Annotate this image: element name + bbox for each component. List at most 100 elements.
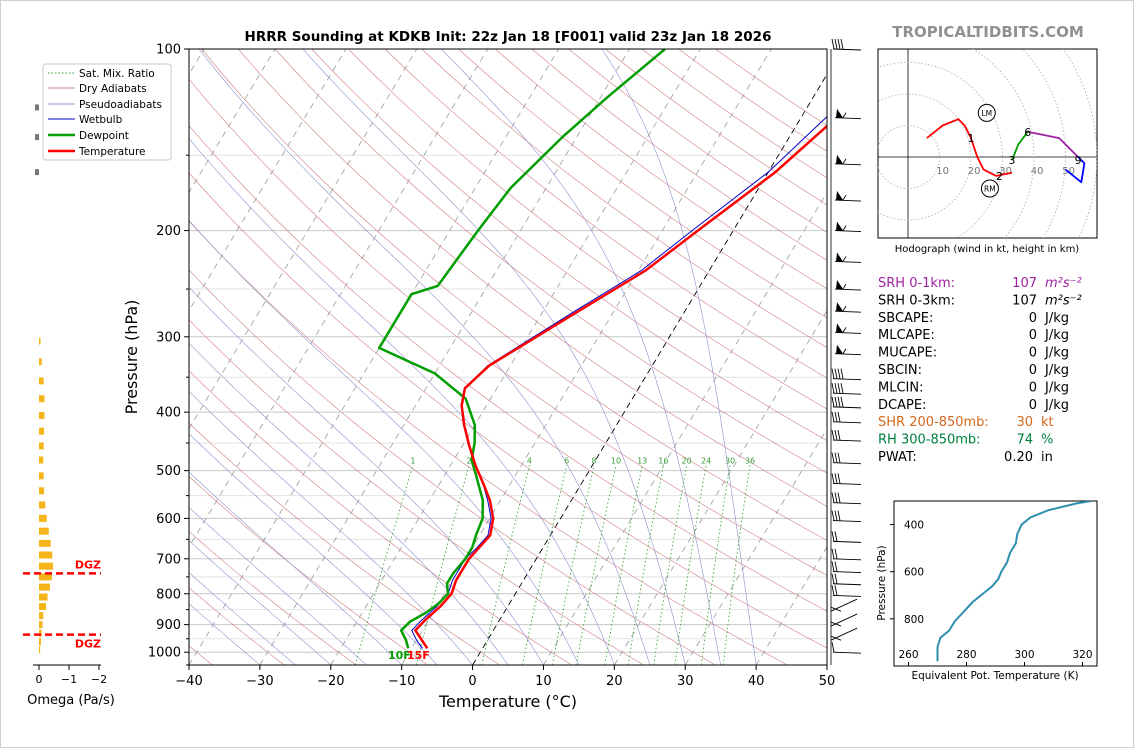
- isotherm: [401, 49, 772, 665]
- index-unit: kt: [1041, 415, 1054, 430]
- barb-feather: [834, 531, 838, 542]
- index-label: DCAPE:: [878, 398, 926, 413]
- omega-bar: [39, 551, 53, 559]
- index-label: SRH 0-3km:: [878, 293, 955, 308]
- chart-title: HRRR Sounding at KDKB Init: 22z Jan 18 […: [245, 29, 772, 45]
- y-tick-label: 600: [156, 512, 181, 527]
- omega-bar: [39, 487, 45, 495]
- barb-shaft: [832, 378, 862, 381]
- dry-adiabat: [189, 422, 500, 665]
- omega-bar: [39, 603, 47, 611]
- index-value: 0: [1029, 363, 1037, 378]
- pseudoadiabat: [441, 49, 722, 665]
- wind-barb: [831, 585, 862, 597]
- index-value: 0.20: [1004, 450, 1033, 465]
- omega-bar: [39, 629, 42, 637]
- dry-adiabat: [189, 172, 827, 649]
- omega-grey-mark: [35, 169, 39, 176]
- barb-feather: [830, 635, 842, 641]
- barb-flag: [836, 344, 843, 354]
- y-tick-label: 900: [156, 618, 181, 633]
- barb-shaft: [830, 598, 858, 612]
- wind-barb: [831, 411, 862, 424]
- theta-e-ylabel: Pressure (hPa): [876, 545, 888, 620]
- pseudoadiabat: [189, 540, 332, 665]
- mixing-ratio-label: 24: [701, 456, 711, 465]
- index-row: RH 300-850mb: 74%: [878, 433, 1053, 448]
- barb-feather: [837, 368, 841, 379]
- barb-feather: [837, 430, 841, 441]
- barb-feather: [842, 256, 847, 262]
- barb-shaft: [834, 163, 862, 166]
- pseudoadiabat: [189, 433, 438, 665]
- isotherm: [189, 49, 559, 665]
- barb-feather: [834, 585, 838, 596]
- theta-e-x-tick-label: 280: [956, 649, 976, 661]
- mixing-ratio-label: 36: [745, 456, 755, 465]
- omega-bar: [39, 539, 51, 547]
- barb-shaft: [832, 406, 862, 409]
- x-tick-label: 0: [468, 674, 476, 689]
- mixing-ratio-label: 6: [564, 456, 569, 465]
- mixing-ratio-line: [522, 465, 568, 665]
- barb-flag: [836, 221, 843, 231]
- barb-shaft: [834, 331, 862, 334]
- legend-mixing-ratio: Sat. Mix. Ratio: [79, 68, 155, 80]
- dry-adiabat: [189, 220, 788, 665]
- barb-shaft: [834, 117, 862, 120]
- x-tick-label: −20: [317, 674, 344, 689]
- dry-adiabat: [189, 587, 285, 665]
- wind-barb: [834, 280, 862, 291]
- omega-bar: [39, 472, 44, 480]
- barb-feather: [837, 452, 841, 463]
- wind-barb: [831, 561, 862, 574]
- pseudoadiabat: [189, 390, 473, 665]
- mixing-ratio-label: 30: [725, 456, 735, 465]
- barb-shaft: [834, 260, 862, 263]
- mixing-ratio-line: [354, 465, 414, 665]
- dry-adiabat: [421, 49, 827, 348]
- wind-barb: [831, 452, 862, 465]
- wind-barb: [831, 383, 862, 395]
- pseudoadiabat: [189, 286, 544, 665]
- index-row: DCAPE: 0 J/kg: [878, 398, 1069, 413]
- index-unit: J/kg: [1044, 328, 1069, 343]
- theta-e-profile: [936, 501, 1092, 662]
- theta-e-plot: [936, 501, 1092, 662]
- pseudoadiabat: [189, 342, 509, 665]
- barb-feather: [831, 561, 835, 572]
- isotherm: [189, 49, 276, 194]
- barb-feather: [834, 396, 838, 407]
- barb-feather: [834, 368, 838, 379]
- barb-shaft: [832, 482, 862, 485]
- barb-feather: [834, 473, 838, 484]
- hodo-ring: [1022, 49, 1066, 238]
- index-value: 0: [1029, 328, 1037, 343]
- wind-barb: [831, 38, 862, 51]
- isotherm: [189, 49, 347, 312]
- index-row: SRH 0-1km: 107 m²s⁻²: [878, 276, 1082, 291]
- hodo-ring: [972, 49, 1035, 238]
- x-tick-label: 30: [677, 674, 694, 689]
- hodo-height-label: 2: [996, 170, 1003, 183]
- barb-feather: [842, 158, 847, 165]
- x-tick-label: 40: [748, 674, 765, 689]
- mixing-ratio-line: [481, 465, 530, 665]
- wind-barb: [830, 627, 858, 641]
- index-label: SBCAPE:: [878, 311, 933, 326]
- barb-feather: [834, 383, 838, 394]
- hodo-height-label: 1: [968, 132, 975, 145]
- mixing-ratio-label: 8: [592, 456, 597, 465]
- theta-e-x-tick-label: 300: [1014, 649, 1034, 661]
- barb-flag: [836, 191, 843, 201]
- theta-e-x-tick-label: 320: [1072, 649, 1092, 661]
- barb-feather: [842, 283, 847, 290]
- barb-feather: [834, 573, 838, 584]
- index-row: MLCAPE: 0 J/kg: [878, 328, 1069, 343]
- wind-barb: [830, 613, 858, 627]
- index-unit: J/kg: [1044, 398, 1069, 413]
- index-row: MUCAPE: 0 J/kg: [878, 346, 1069, 361]
- wind-barb: [831, 573, 862, 586]
- legend-dry-adiabats: Dry Adiabats: [79, 83, 147, 95]
- temperature-profile: [414, 124, 827, 649]
